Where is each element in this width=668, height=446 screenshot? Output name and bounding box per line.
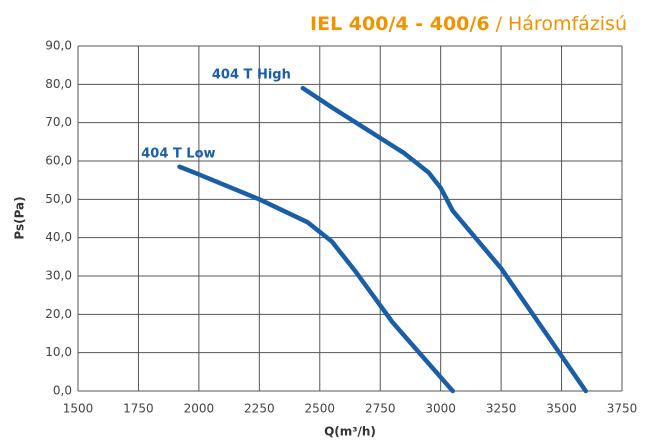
- x-tick-label: 3500: [546, 402, 577, 416]
- chart-title: IEL 400/4 - 400/6 / Háromfázisú: [310, 13, 627, 35]
- y-tick-label: 40,0: [45, 230, 72, 244]
- series-line: [177, 164, 456, 394]
- x-tick-label: 2250: [244, 402, 275, 416]
- y-tick-label: 90,0: [45, 39, 72, 53]
- x-axis-label: Q(m³/h): [324, 425, 376, 439]
- y-tick-label: 60,0: [45, 154, 72, 168]
- y-tick-label: 70,0: [45, 115, 72, 129]
- series-label: 404 T High: [212, 68, 291, 83]
- series-line: [300, 85, 588, 394]
- x-tick-label: 1750: [123, 402, 154, 416]
- y-tick-label: 30,0: [45, 269, 72, 283]
- y-tick-label: 0,0: [53, 384, 72, 398]
- series-label: 404 T Low: [141, 146, 215, 161]
- x-tick-label: 3000: [425, 402, 456, 416]
- x-tick-label: 3750: [607, 402, 638, 416]
- x-tick-label: 1500: [63, 402, 94, 416]
- y-tick-label: 80,0: [45, 77, 72, 91]
- x-tick-label: 2750: [365, 402, 396, 416]
- subtitle: / Háromfázisú: [496, 13, 627, 35]
- y-tick-label: 10,0: [45, 345, 72, 359]
- title: IEL 400/4 - 400/6: [310, 13, 490, 35]
- x-tick-label: 2000: [184, 402, 215, 416]
- y-tick-label: 20,0: [45, 307, 72, 321]
- y-axis-label: Ps(Pa): [13, 196, 27, 239]
- x-tick-label: 3250: [486, 402, 517, 416]
- y-tick-label: 50,0: [45, 192, 72, 206]
- x-tick-label: 2500: [305, 402, 336, 416]
